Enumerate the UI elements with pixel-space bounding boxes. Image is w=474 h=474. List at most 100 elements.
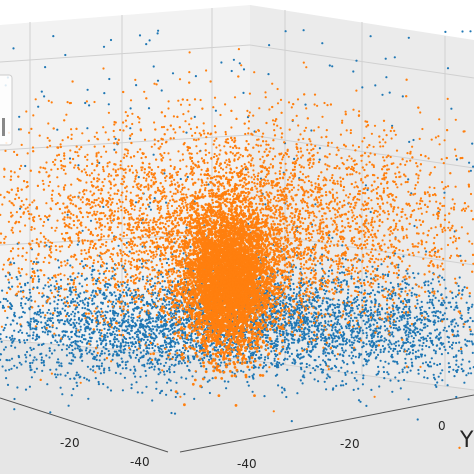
scatter-point (354, 300, 358, 303)
scatter-point (365, 331, 368, 334)
scatter-point (166, 289, 169, 292)
scatter-point (40, 358, 43, 362)
scatter-point (352, 388, 355, 391)
scatter-point (232, 58, 235, 61)
scatter-point (111, 293, 114, 296)
scatter-point (29, 366, 32, 369)
scatter-point (392, 360, 395, 363)
scatter-point (350, 336, 353, 339)
scatter-point (357, 387, 360, 390)
scatter-point (286, 334, 289, 337)
scatter-point (389, 379, 392, 382)
scatter-point (318, 323, 321, 326)
scatter-point (90, 312, 93, 315)
scatter-point (248, 357, 251, 360)
scatter-point (102, 338, 105, 341)
scatter-point (83, 298, 87, 301)
scatter-point (413, 323, 416, 326)
scatter-point (461, 30, 464, 33)
scatter-point (160, 325, 163, 328)
scatter-point (76, 384, 79, 387)
scatter-point (403, 297, 406, 301)
scatter-point (455, 341, 458, 345)
scatter-point (215, 349, 218, 352)
scatter-point (169, 333, 172, 336)
scatter-point (193, 355, 196, 358)
scatter-point (15, 366, 19, 369)
scatter-point (423, 376, 426, 379)
scatter-point (223, 380, 226, 383)
scatter-point (310, 303, 313, 306)
scatter-point (83, 303, 86, 306)
scatter-point (405, 341, 408, 344)
scatter-point (128, 287, 131, 290)
scatter-point (185, 131, 188, 134)
scatter-point (370, 312, 373, 315)
scatter-point (187, 368, 191, 372)
scatter-point (413, 276, 416, 279)
scatter-point (180, 362, 183, 365)
scatter-point (429, 361, 432, 364)
scatter-point (261, 331, 264, 334)
scatter-point (130, 292, 133, 295)
scatter-point (20, 315, 23, 318)
scatter-point (389, 281, 392, 284)
scatter-point (391, 124, 394, 127)
scatter-point (302, 283, 305, 286)
scatter-point (112, 353, 115, 356)
scatter-point (264, 364, 267, 367)
scatter-point (285, 332, 288, 335)
scatter-point (135, 84, 138, 87)
scatter-point (393, 342, 396, 345)
scatter-point (471, 351, 474, 354)
scatter-point (365, 360, 369, 363)
scatter-point (29, 362, 32, 365)
scatter-point (322, 352, 325, 355)
scatter-point (81, 229, 84, 232)
scatter-point (272, 328, 275, 331)
scatter-point (38, 278, 41, 281)
scatter-point (40, 343, 44, 346)
scatter-point (265, 339, 268, 343)
scatter-point (113, 336, 116, 339)
scatter-point (355, 305, 359, 308)
scatter-point (163, 332, 166, 335)
scatter-point (388, 297, 391, 300)
scatter-point (137, 338, 140, 342)
scatter-point (139, 310, 142, 313)
scatter-point (359, 316, 362, 319)
scatter-point (194, 332, 197, 336)
scatter-point (68, 157, 72, 160)
scatter-point (25, 350, 29, 354)
scatter-point (436, 290, 439, 293)
scatter-point (396, 352, 399, 355)
scatter-point (412, 340, 415, 343)
scatter-point (351, 343, 354, 346)
scatter-point (321, 302, 324, 305)
scatter-point (301, 382, 304, 385)
scatter-point (17, 354, 20, 358)
scatter-point (114, 371, 117, 374)
scatter-point (283, 338, 286, 342)
scatter-point (276, 337, 279, 340)
scatter-point (70, 323, 73, 326)
scatter-point (24, 284, 27, 287)
scatter-point (101, 301, 104, 304)
scatter-point (429, 332, 432, 335)
scatter-point (428, 291, 431, 294)
scatter-point (146, 350, 149, 353)
scatter-point (13, 313, 16, 316)
scatter-point (333, 337, 336, 340)
scatter-point (358, 340, 361, 344)
scatter-point (57, 298, 60, 302)
scatter-point (84, 330, 87, 333)
scatter-point (394, 294, 397, 297)
scatter-point (134, 345, 137, 348)
scatter-point (20, 363, 23, 366)
scatter-point (71, 298, 74, 301)
scatter-point (353, 377, 356, 380)
scatter-point (325, 343, 328, 346)
scatter-point (361, 299, 364, 302)
scatter-point (73, 377, 76, 380)
scatter-point (85, 378, 88, 381)
